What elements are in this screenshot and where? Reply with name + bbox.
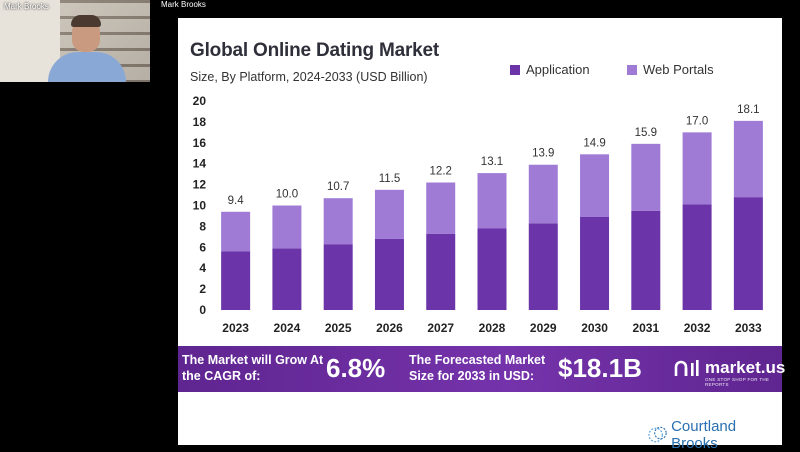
forecast-value: $18.1B (558, 353, 642, 383)
bar-application (733, 197, 763, 310)
bar-total-label: 13.1 (481, 156, 503, 168)
bar-total-label: 18.1 (737, 104, 759, 116)
y-tick-label: 2 (199, 282, 206, 296)
shared-screen-presenter-label: Mark Brooks (161, 0, 206, 9)
cagr-value: 6.8% (326, 353, 386, 383)
bar-total-label: 15.9 (635, 127, 657, 139)
bar-application (528, 223, 558, 310)
legend-item-application: Application (510, 62, 590, 77)
bar-web-portals (323, 198, 353, 245)
x-tick-label: 2026 (376, 321, 403, 335)
bar-application (580, 216, 610, 310)
legend-label-web-portals: Web Portals (643, 62, 714, 77)
chart-subtitle: Size, By Platform, 2024-2033 (USD Billio… (190, 70, 428, 84)
y-tick-label: 4 (199, 261, 206, 275)
bar-application (682, 204, 712, 310)
bar-web-portals (272, 205, 302, 249)
legend-swatch-web-portals (627, 64, 637, 75)
x-tick-label: 2031 (632, 321, 659, 335)
bar-total-label: 10.0 (276, 189, 298, 201)
participant-hair (71, 15, 101, 27)
bar-total-label: 13.9 (532, 148, 554, 160)
x-tick-label: 2025 (325, 321, 352, 335)
courtland-brooks-logo: Courtland Brooks (648, 418, 782, 452)
bar-web-portals (426, 182, 456, 234)
bar-total-label: 14.9 (583, 137, 605, 149)
bar-web-portals (631, 143, 661, 211)
x-tick-label: 2024 (274, 321, 301, 335)
participant-name-label: Mark Brooks (4, 2, 49, 11)
forecast-label: The Forecasted Market Size for 2033 in U… (409, 353, 546, 383)
market-us-logo-text: market.us (705, 358, 786, 377)
bar-application (477, 228, 507, 310)
y-tick-label: 8 (199, 219, 206, 233)
y-tick-label: 20 (193, 94, 207, 108)
participant-body (48, 52, 126, 82)
legend-label-application: Application (526, 62, 590, 77)
bar-web-portals (580, 154, 610, 217)
bar-application (374, 238, 404, 310)
bar-application (323, 244, 353, 310)
bar-total-label: 9.4 (228, 195, 245, 207)
chart-title: Global Online Dating Market (190, 40, 440, 61)
x-tick-label: 2028 (479, 321, 506, 335)
cagr-label: The Market will Grow At the CAGR of: (182, 353, 324, 383)
x-tick-label: 2030 (581, 321, 608, 335)
y-tick-label: 6 (199, 240, 206, 254)
video-tile[interactable]: Mark Brooks (0, 0, 150, 82)
stacked-bar-chart: 0 2 4 6 8 10 12 14 16 18 20 9.4 2023 10.0 2024 10.7 2025… (193, 94, 763, 335)
y-tick-label: 14 (193, 157, 207, 171)
legend-swatch-application (510, 64, 520, 75)
courtland-brooks-logo-icon (648, 426, 667, 443)
bar-web-portals (528, 164, 558, 224)
x-tick-label: 2033 (735, 321, 762, 335)
x-tick-label: 2029 (530, 321, 557, 335)
bar-web-portals (221, 211, 251, 252)
legend-item-web-portals: Web Portals (627, 62, 714, 77)
market-us-logo-icon (674, 360, 699, 376)
bar-total-label: 12.2 (430, 166, 452, 178)
x-tick-label: 2023 (222, 321, 249, 335)
bar-application (272, 248, 302, 310)
bar-web-portals (477, 173, 507, 229)
x-tick-label: 2032 (684, 321, 711, 335)
bar-total-label: 17.0 (686, 115, 708, 127)
bar-web-portals (682, 132, 712, 205)
y-tick-label: 0 (199, 303, 206, 317)
x-tick-label: 2027 (427, 321, 454, 335)
y-tick-label: 12 (193, 178, 207, 192)
y-tick-label: 10 (193, 199, 207, 213)
bar-web-portals (733, 120, 763, 198)
shared-slide: Global Online Dating Market Size, By Pla… (178, 18, 786, 452)
bar-application (426, 233, 456, 310)
bar-web-portals (374, 189, 404, 239)
bar-application (631, 210, 661, 310)
courtland-brooks-text: Courtland Brooks (671, 418, 737, 452)
bar-total-label: 11.5 (379, 173, 401, 185)
y-tick-label: 16 (193, 136, 207, 150)
market-us-tagline: ONE STOP SHOP FOR THE REPORTS (705, 377, 770, 387)
bar-total-label: 10.7 (327, 181, 349, 193)
summary-banner: The Market will Grow At the CAGR of: 6.8… (178, 346, 786, 392)
y-tick-label: 18 (193, 115, 207, 129)
bar-application (221, 251, 251, 310)
